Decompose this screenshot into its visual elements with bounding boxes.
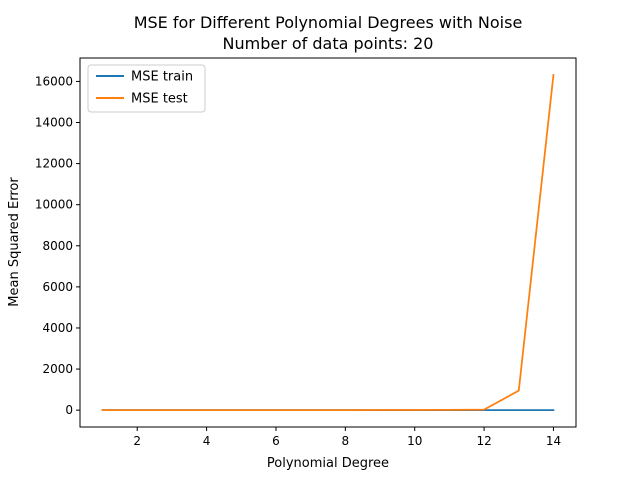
x-tick-label: 6 [272,434,280,448]
y-tick-label: 4000 [42,321,73,335]
chart-subtitle: Number of data points: 20 [223,34,434,53]
y-tick-label: 8000 [42,239,73,253]
series-line-mse-test [101,73,555,411]
chart-title: MSE for Different Polynomial Degrees wit… [134,13,523,32]
y-tick-label: 0 [65,403,73,417]
legend-label-mse-test: MSE test [131,92,188,107]
x-tick-label: 2 [133,434,141,448]
legend: MSE train MSE test [87,64,206,113]
plot-area: 2 4 6 8 10 12 14 0 2000 4000 6000 8000 10000 12000 140… [35,73,561,448]
x-axis-label: Polynomial Degree [267,456,389,471]
y-tick-label: 10000 [35,198,73,212]
y-tick-label: 14000 [35,116,73,130]
x-tick-label: 14 [546,434,561,448]
y-tick-label: 12000 [35,157,73,171]
x-tick-label: 12 [476,434,491,448]
axes-frame [79,57,577,428]
x-tick-label: 4 [203,434,211,448]
y-tick-label: 6000 [42,280,73,294]
x-tick-label: 8 [342,434,350,448]
y-axis-label: Mean Squared Error [7,177,22,307]
y-tick-label: 2000 [42,362,73,376]
y-tick-label: 16000 [35,74,73,88]
x-tick-label: 10 [407,434,422,448]
legend-label-mse-train: MSE train [131,70,193,85]
